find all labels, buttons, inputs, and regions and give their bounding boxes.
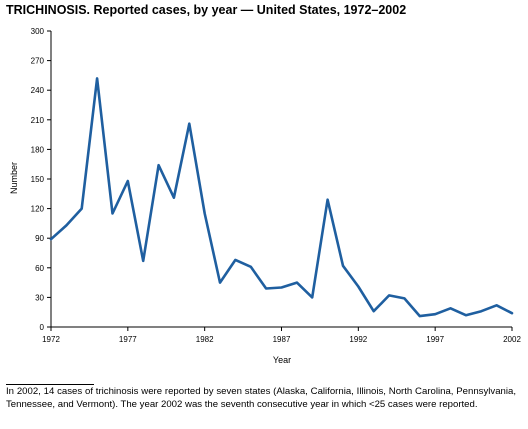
y-tick-label: 60 bbox=[35, 264, 44, 273]
x-tick-label: 1987 bbox=[273, 335, 291, 344]
series-line bbox=[49, 77, 514, 318]
footnote-divider bbox=[6, 384, 94, 385]
chart-axes bbox=[50, 31, 512, 328]
x-tick-label: 1982 bbox=[196, 335, 214, 344]
x-axis-label: Year bbox=[273, 355, 291, 365]
y-tick-label: 150 bbox=[31, 175, 45, 184]
x-tick-label: 1992 bbox=[349, 335, 367, 344]
y-tick-label: 300 bbox=[31, 27, 45, 36]
x-tick-label: 1972 bbox=[42, 335, 60, 344]
chart-ticks bbox=[47, 30, 513, 331]
chart-title: TRICHINOSIS. Reported cases, by year — U… bbox=[6, 3, 407, 17]
line-chart: 0 30 60 90 120 150 180 210 240 270 300 1972 1977 1982… bbox=[9, 27, 522, 365]
y-tick-label: 0 bbox=[40, 323, 45, 332]
y-tick-label: 210 bbox=[31, 116, 45, 125]
x-tick-label: 1977 bbox=[119, 335, 137, 344]
y-tick-label: 120 bbox=[31, 205, 45, 214]
chart-tick-labels: 0 30 60 90 120 150 180 210 240 270 300 1972 1977 1982… bbox=[31, 27, 522, 344]
y-tick-label: 270 bbox=[31, 57, 45, 66]
y-tick-label: 90 bbox=[35, 234, 44, 243]
footnote: In 2002, 14 cases of trichinosis were re… bbox=[6, 386, 516, 410]
y-tick-label: 180 bbox=[31, 145, 45, 154]
y-tick-label: 240 bbox=[31, 86, 45, 95]
x-tick-label: 1997 bbox=[426, 335, 444, 344]
y-axis-label: Number bbox=[9, 162, 19, 194]
y-tick-label: 30 bbox=[35, 293, 44, 302]
chart-series bbox=[49, 77, 514, 318]
x-tick-label: 2002 bbox=[503, 335, 521, 344]
